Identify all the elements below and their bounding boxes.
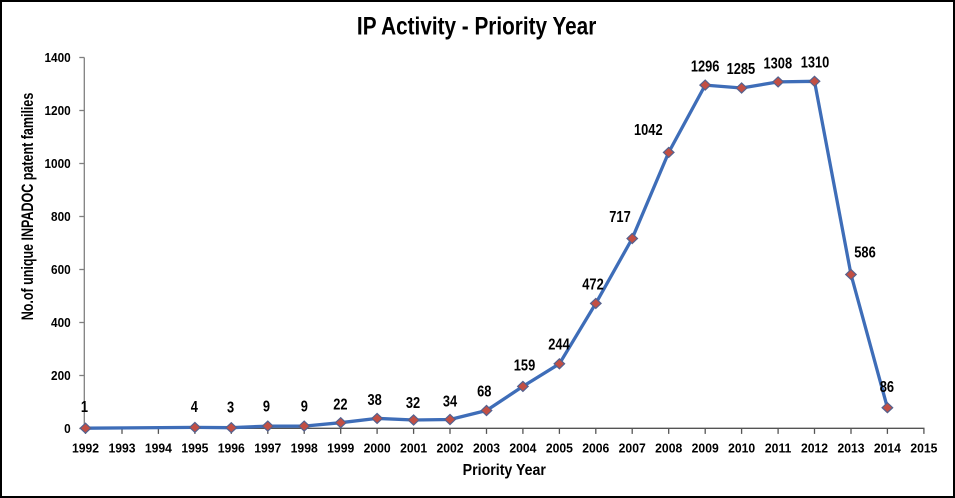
- svg-text:IP Activity - Priority Year: IP Activity - Priority Year: [357, 12, 596, 40]
- svg-text:1998: 1998: [291, 441, 318, 455]
- svg-text:2009: 2009: [692, 441, 719, 455]
- svg-text:2001: 2001: [400, 441, 427, 455]
- svg-text:22: 22: [333, 395, 347, 412]
- svg-text:2012: 2012: [801, 441, 828, 455]
- svg-text:1997: 1997: [254, 441, 281, 455]
- svg-text:3: 3: [227, 398, 234, 415]
- svg-text:1993: 1993: [108, 441, 135, 455]
- svg-text:2002: 2002: [436, 441, 463, 455]
- svg-text:68: 68: [477, 382, 491, 399]
- svg-text:472: 472: [582, 275, 604, 292]
- svg-text:600: 600: [51, 263, 71, 278]
- svg-text:586: 586: [854, 243, 876, 260]
- svg-text:4: 4: [191, 398, 198, 415]
- svg-text:34: 34: [443, 392, 457, 409]
- svg-text:1400: 1400: [44, 51, 70, 66]
- svg-text:1308: 1308: [764, 54, 793, 71]
- svg-text:9: 9: [301, 397, 308, 414]
- svg-text:1285: 1285: [727, 60, 756, 77]
- svg-text:244: 244: [548, 335, 570, 352]
- svg-text:2011: 2011: [765, 441, 791, 455]
- svg-text:86: 86: [880, 378, 894, 395]
- svg-text:1: 1: [81, 398, 88, 415]
- svg-text:1000: 1000: [44, 157, 70, 172]
- svg-text:9: 9: [263, 397, 270, 414]
- svg-text:2003: 2003: [473, 441, 500, 455]
- svg-text:2014: 2014: [874, 441, 901, 455]
- svg-text:38: 38: [367, 391, 381, 408]
- svg-text:2010: 2010: [728, 441, 755, 455]
- svg-text:1995: 1995: [181, 441, 208, 455]
- svg-text:1996: 1996: [218, 441, 245, 455]
- svg-text:1999: 1999: [327, 441, 354, 455]
- svg-text:No.of unique INPADOC patent fa: No.of unique INPADOC patent families: [20, 93, 38, 321]
- svg-text:0: 0: [64, 422, 71, 437]
- svg-text:2008: 2008: [655, 441, 682, 455]
- svg-text:2015: 2015: [910, 441, 937, 455]
- svg-text:32: 32: [406, 394, 420, 411]
- svg-text:800: 800: [51, 210, 71, 225]
- svg-text:717: 717: [609, 208, 631, 225]
- svg-text:Priority Year: Priority Year: [463, 461, 546, 479]
- svg-text:2000: 2000: [364, 441, 391, 455]
- svg-text:1296: 1296: [691, 57, 720, 74]
- svg-text:2006: 2006: [582, 441, 609, 455]
- svg-text:1310: 1310: [801, 54, 830, 71]
- svg-text:1200: 1200: [44, 104, 70, 119]
- svg-text:1994: 1994: [145, 441, 172, 455]
- svg-text:1042: 1042: [634, 121, 663, 138]
- svg-text:400: 400: [51, 316, 71, 331]
- svg-text:159: 159: [514, 356, 536, 373]
- svg-text:2004: 2004: [509, 441, 536, 455]
- svg-text:2013: 2013: [837, 441, 864, 455]
- svg-text:200: 200: [51, 369, 71, 384]
- svg-text:2007: 2007: [619, 441, 646, 455]
- svg-text:1992: 1992: [72, 441, 99, 455]
- svg-text:2005: 2005: [546, 441, 573, 455]
